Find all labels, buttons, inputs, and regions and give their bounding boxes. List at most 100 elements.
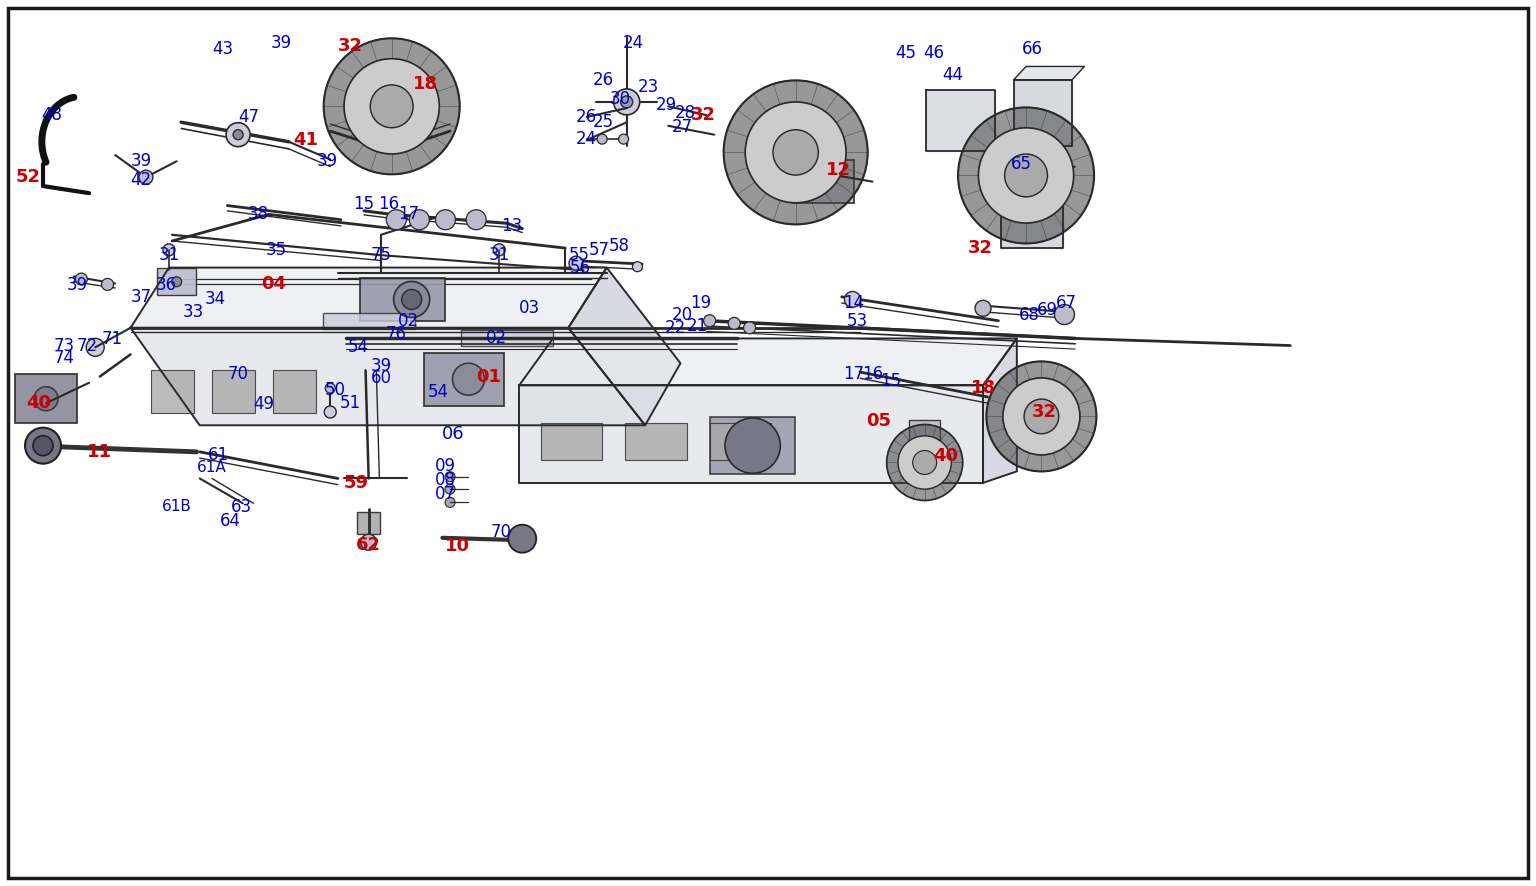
Text: 76: 76: [386, 325, 407, 343]
Circle shape: [435, 210, 456, 229]
Circle shape: [621, 96, 633, 108]
Text: 15: 15: [880, 372, 902, 390]
Text: 39: 39: [370, 357, 392, 375]
Bar: [273, 370, 316, 413]
Bar: [461, 330, 553, 346]
Circle shape: [25, 428, 61, 463]
Text: 20: 20: [671, 307, 693, 324]
Bar: [151, 370, 194, 413]
Bar: [710, 417, 796, 475]
Circle shape: [326, 383, 335, 393]
Text: 69: 69: [1037, 301, 1058, 319]
Circle shape: [568, 256, 584, 270]
Circle shape: [409, 210, 430, 229]
Circle shape: [401, 290, 422, 309]
Text: 28: 28: [674, 105, 696, 122]
Text: 19: 19: [690, 294, 711, 312]
Text: 74: 74: [54, 349, 75, 367]
Text: 57: 57: [588, 241, 610, 259]
Text: 72: 72: [77, 337, 98, 354]
Text: 61A: 61A: [197, 461, 227, 475]
Polygon shape: [1001, 177, 1063, 248]
Circle shape: [138, 170, 154, 184]
Text: 39: 39: [316, 152, 338, 170]
Bar: [541, 423, 602, 460]
Text: 18: 18: [413, 75, 438, 93]
Text: 39: 39: [270, 34, 292, 51]
Circle shape: [172, 276, 181, 287]
Text: 41: 41: [293, 131, 318, 149]
Circle shape: [598, 134, 607, 144]
Bar: [909, 421, 940, 452]
Circle shape: [1005, 154, 1048, 197]
Bar: [356, 512, 381, 533]
Text: 47: 47: [238, 108, 260, 126]
Circle shape: [703, 315, 716, 327]
Bar: [793, 160, 854, 203]
Circle shape: [233, 129, 243, 140]
Circle shape: [163, 244, 175, 256]
Text: 63: 63: [230, 498, 252, 516]
Circle shape: [1003, 378, 1080, 455]
Circle shape: [728, 317, 740, 330]
Circle shape: [324, 406, 336, 418]
Text: 27: 27: [671, 118, 693, 136]
Circle shape: [465, 210, 487, 229]
Text: 03: 03: [519, 299, 541, 317]
Text: 35: 35: [266, 241, 287, 259]
Polygon shape: [1001, 167, 1075, 177]
Circle shape: [445, 497, 455, 508]
Text: 21: 21: [687, 317, 708, 335]
Circle shape: [75, 273, 88, 285]
Text: 31: 31: [158, 246, 180, 264]
Circle shape: [899, 436, 951, 489]
Circle shape: [619, 134, 628, 144]
Text: 46: 46: [923, 44, 945, 62]
Text: 59: 59: [344, 474, 369, 492]
Text: 73: 73: [54, 337, 75, 354]
Text: 75: 75: [370, 246, 392, 264]
Text: 61B: 61B: [161, 500, 192, 514]
Text: 51: 51: [339, 394, 361, 412]
Text: 65: 65: [1011, 155, 1032, 173]
Polygon shape: [568, 268, 680, 425]
Text: 30: 30: [610, 90, 631, 108]
Text: 38: 38: [247, 206, 269, 223]
Text: 13: 13: [501, 217, 522, 235]
Circle shape: [393, 282, 430, 317]
Bar: [323, 313, 415, 329]
Text: 17: 17: [843, 365, 865, 383]
Text: 70: 70: [227, 365, 249, 383]
Text: 24: 24: [622, 34, 644, 51]
Polygon shape: [926, 90, 995, 151]
Circle shape: [633, 261, 642, 272]
Polygon shape: [131, 268, 607, 328]
Circle shape: [370, 85, 413, 128]
Circle shape: [101, 278, 114, 291]
Text: 06: 06: [442, 425, 464, 443]
Circle shape: [453, 363, 484, 395]
Text: 67: 67: [1055, 294, 1077, 312]
Circle shape: [226, 122, 250, 147]
Text: 12: 12: [826, 161, 851, 179]
Circle shape: [386, 210, 407, 229]
Text: 33: 33: [183, 303, 204, 321]
Circle shape: [975, 300, 991, 316]
Circle shape: [773, 129, 819, 175]
Text: 37: 37: [131, 288, 152, 306]
Circle shape: [508, 525, 536, 553]
Text: 70: 70: [490, 523, 511, 540]
Text: 60: 60: [370, 369, 392, 387]
Text: 52: 52: [15, 168, 40, 186]
Text: 02: 02: [398, 312, 419, 330]
Circle shape: [32, 436, 54, 455]
Text: 05: 05: [866, 412, 891, 430]
Polygon shape: [1014, 80, 1072, 146]
Text: 07: 07: [435, 485, 456, 502]
Text: 66: 66: [1021, 40, 1043, 58]
Circle shape: [493, 244, 505, 256]
Text: 61: 61: [207, 446, 229, 463]
Circle shape: [725, 418, 780, 473]
Text: 16: 16: [378, 195, 399, 213]
Text: 42: 42: [131, 171, 152, 189]
